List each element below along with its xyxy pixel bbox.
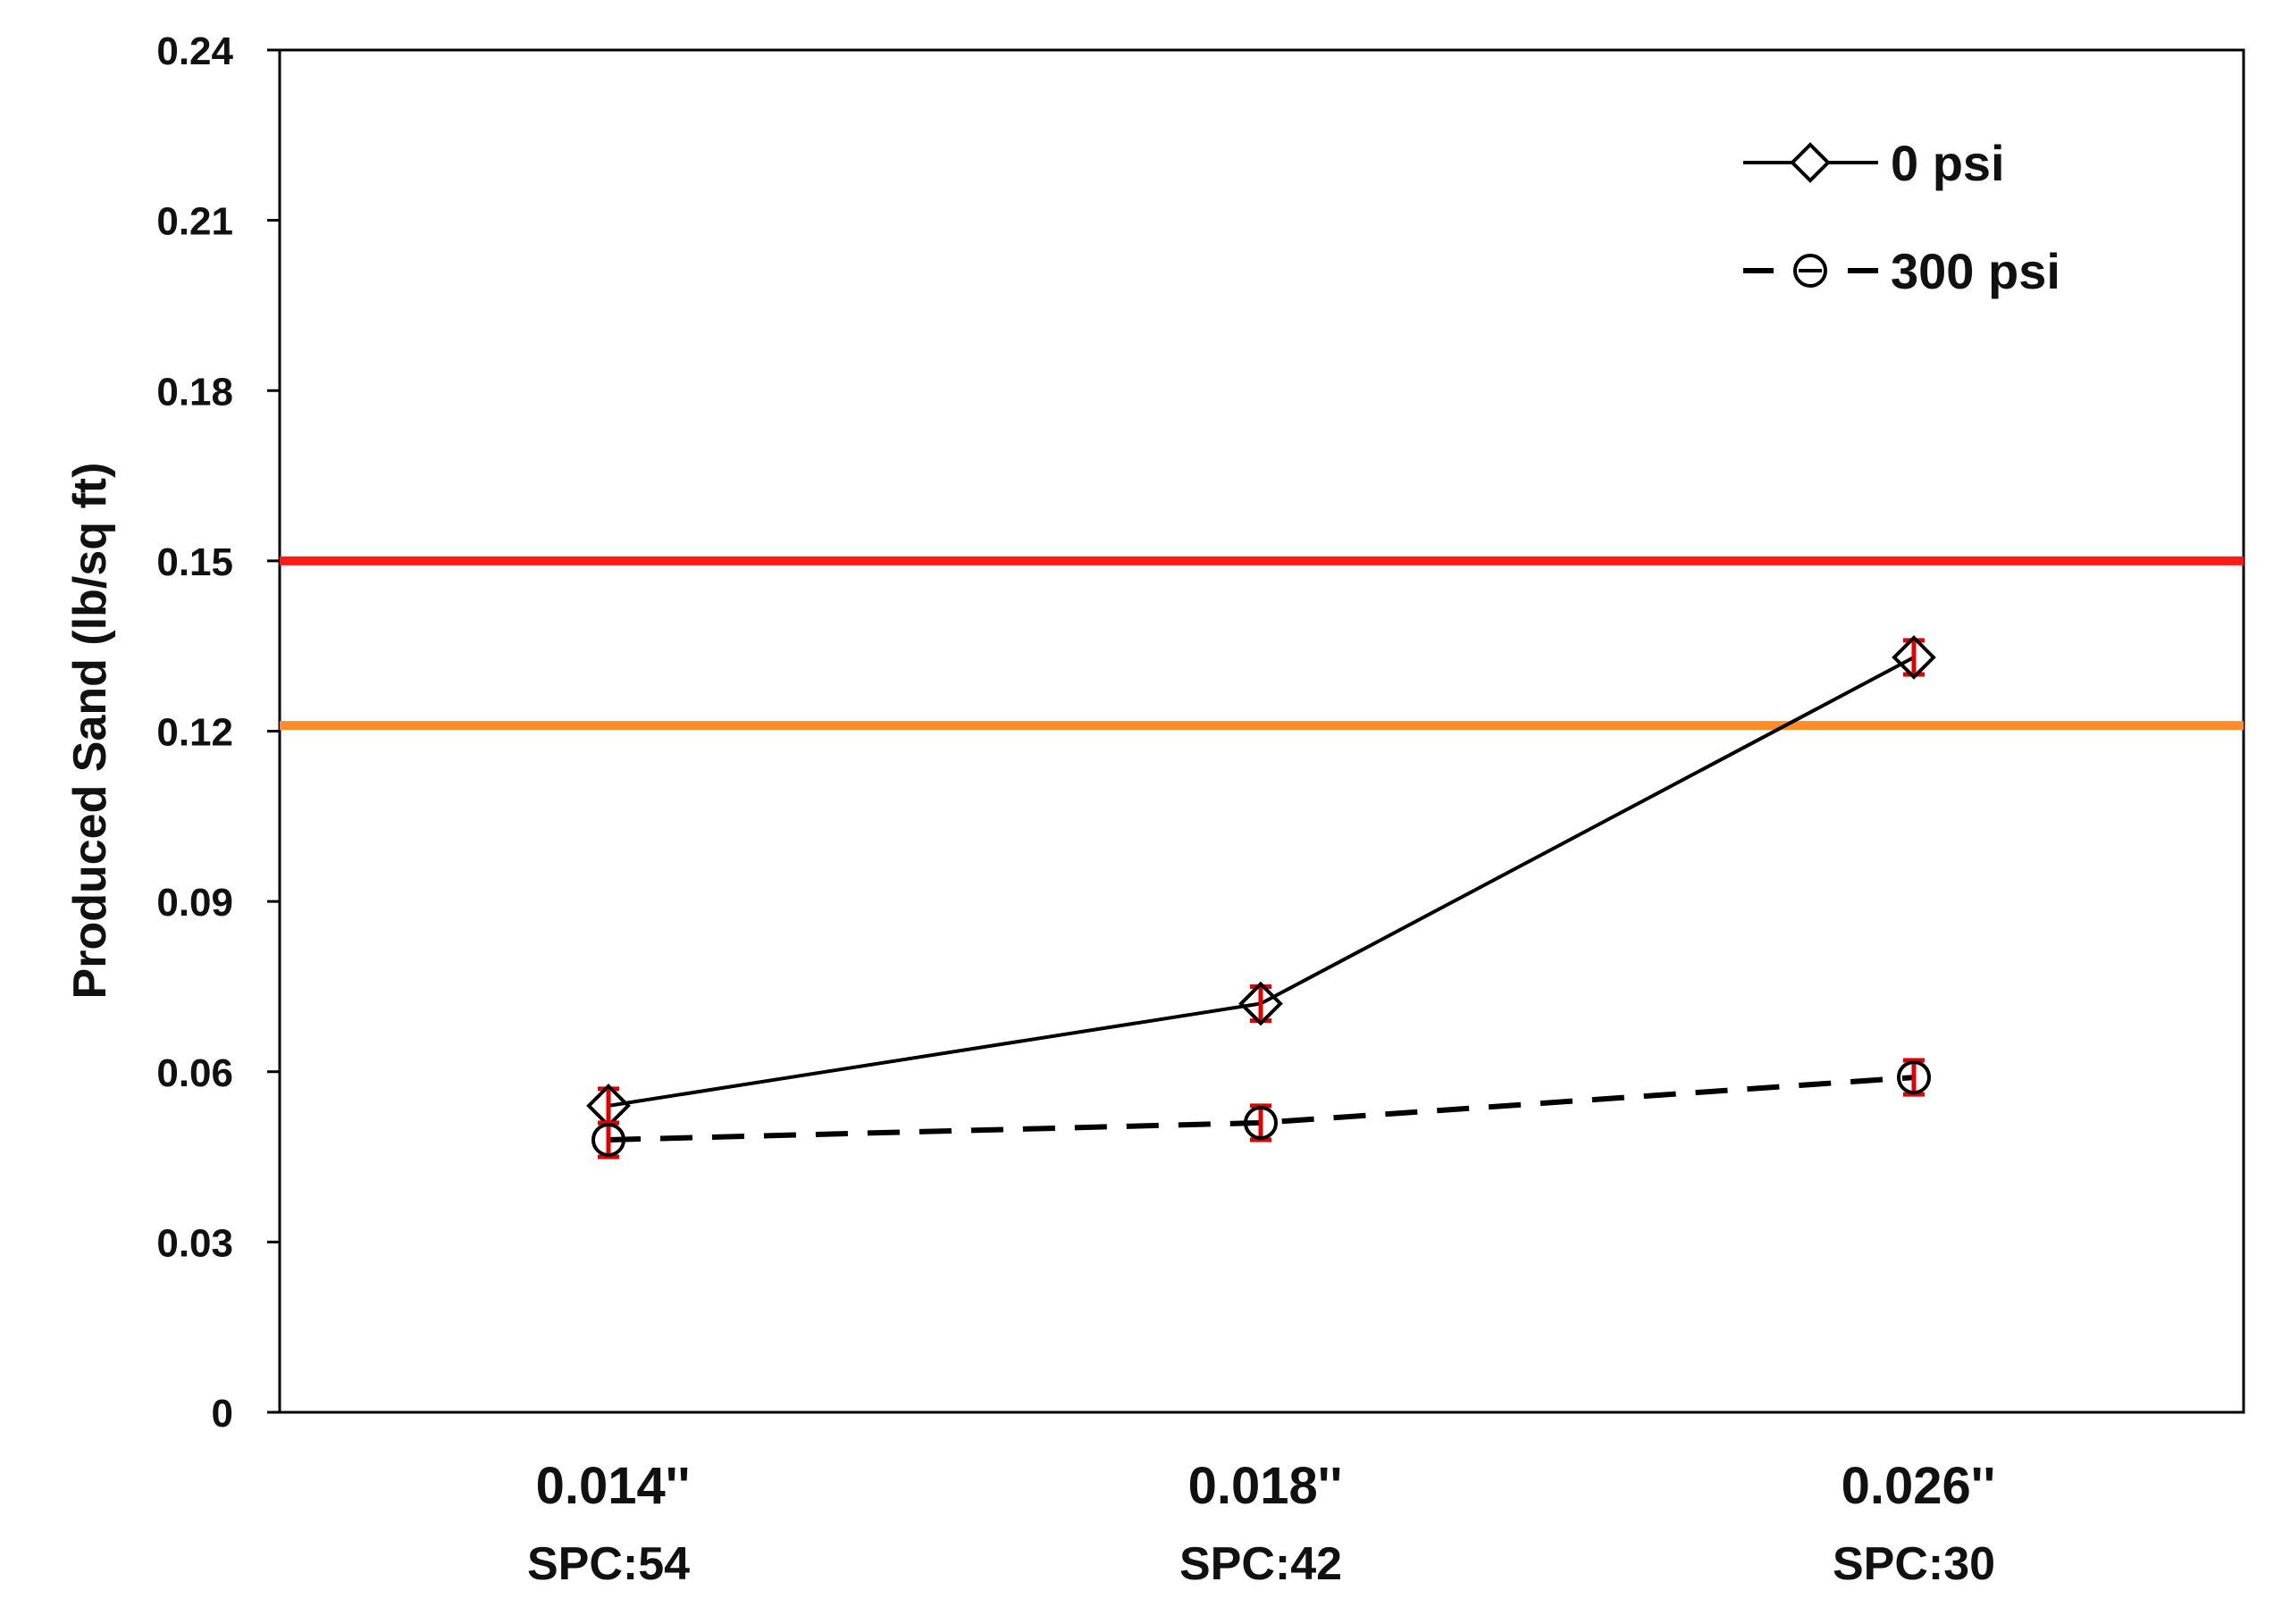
x-tick-label-2: 0.026'' [1842,1457,1996,1515]
x-tick-label-1: 0.018'' [1188,1457,1343,1515]
y-tick-label-0: 0 [212,1392,233,1436]
data-point-0-1 [1238,981,1283,1026]
y-tick-label-2: 0.06 [156,1051,233,1095]
legend-label-1: 300 psi [1891,243,2060,299]
y-tick-label-8: 0.24 [156,29,233,73]
x-tick-sublabel-0: SPC:54 [527,1538,690,1590]
y-tick-label-6: 0.18 [156,370,233,414]
reference-lines [280,556,2244,731]
y-axis-label: Produced Sand (lb/sq ft) [64,463,116,1000]
y-tick-label-4: 0.12 [156,711,233,755]
legend-marker-0 [1790,142,1831,183]
legend-label-0: 0 psi [1891,135,2005,191]
x-tick-sublabel-2: SPC:30 [1833,1538,1995,1590]
legend: 0 psi 300 psi [1743,135,2060,299]
y-tick-label-5: 0.15 [156,540,233,584]
x-axis: 0.014'' SPC:54 0.018'' SPC:42 0.026'' SPC:30 [527,1457,1995,1590]
data-point-1-2 [1897,1060,1931,1095]
data-point-0-2 [1892,635,1936,680]
series-layer [586,635,1936,1159]
data-point-1-1 [1244,1105,1278,1140]
y-axis: 0 0.03 0.06 0.09 0.12 0.15 0.18 0.21 0.24 [156,29,280,1436]
plot-area [278,48,2245,1414]
y-tick-label-3: 0.09 [156,881,233,925]
y-tick-label-7: 0.21 [156,200,233,244]
y-tick-label-1: 0.03 [156,1221,233,1265]
x-tick-label-0: 0.014'' [536,1457,691,1515]
x-tick-sublabel-1: SPC:42 [1179,1538,1342,1590]
data-point-1-0 [591,1123,625,1157]
legend-marker-1 [1793,254,1827,288]
